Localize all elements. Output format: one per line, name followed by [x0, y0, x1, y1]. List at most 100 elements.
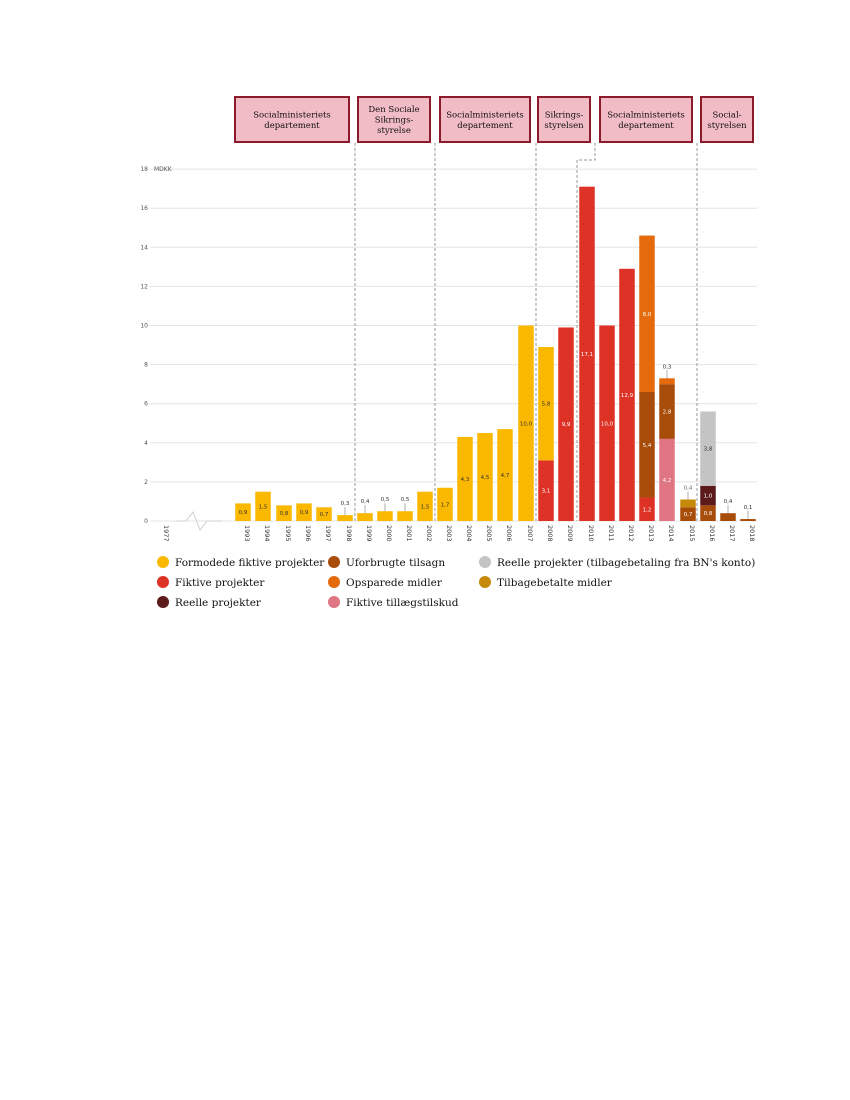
- y-tick-label: 0: [144, 518, 148, 525]
- x-tick-label: 1997: [324, 525, 332, 542]
- bar-uforbrugte-2014: [659, 384, 675, 439]
- bar-opsparede-2013: [639, 235, 655, 392]
- bar-formodede-2006: [497, 429, 513, 521]
- bar-formodede-1995: [276, 505, 292, 521]
- x-tick-label: 2006: [505, 525, 513, 542]
- x-tick-label: 1996: [304, 525, 312, 542]
- x-tick-label: 2003: [445, 525, 453, 542]
- legend-swatch: [328, 596, 340, 608]
- y-tick-label: 12: [140, 283, 148, 290]
- bar-formodede-2002: [417, 491, 433, 521]
- bar-fiktive-2013: [639, 497, 655, 521]
- legend-label: Fiktive tillægstilskud: [346, 597, 459, 609]
- bar-tilbagebetalte-2015: [680, 499, 696, 508]
- x-tick-label: 2005: [485, 525, 493, 542]
- data-label: 0,1: [744, 505, 753, 511]
- ministry-box: [700, 96, 754, 143]
- y-tick-label: 8: [144, 362, 148, 369]
- legend-swatch: [479, 576, 491, 588]
- x-tick-label: 2004: [465, 525, 473, 542]
- data-label: 0,4: [724, 499, 733, 505]
- data-label: 0,9: [239, 510, 248, 516]
- x-tick-label: 2000: [385, 525, 393, 542]
- data-label: 17,1: [581, 352, 593, 358]
- legend-label: Uforbrugte tilsagn: [346, 557, 445, 569]
- ministry-box: [599, 96, 693, 143]
- data-label: 3,1: [542, 489, 551, 495]
- bars: [235, 186, 756, 521]
- data-label: 0,3: [663, 364, 672, 370]
- bar-uforbrugte-2015: [680, 507, 696, 521]
- data-label: 0,4: [684, 485, 693, 491]
- x-tick-label: 2014: [667, 525, 675, 542]
- x-tick-label: 2016: [708, 525, 716, 542]
- data-label: 10,0: [601, 421, 614, 427]
- ministry-divider: [576, 143, 596, 521]
- data-label: 1,2: [643, 507, 652, 513]
- x-tick-label: 1994: [263, 525, 271, 542]
- axis-labels: 0 2 4 6 8 10 12 14 16 18 MDKK 1977 1993 1994 1995 1996 1…: [140, 166, 756, 541]
- x-tick-label: 2015: [688, 525, 696, 542]
- x-tick-label: 1995: [284, 525, 292, 542]
- y-tick-label: 16: [140, 205, 148, 212]
- data-label: 4,3: [461, 477, 470, 483]
- value-labels: 0,9 1,5 0,8 0,9 0,7 0,3 0,4 0,5 0,5 1,5 1,7 4,3 4,5 4…: [239, 312, 753, 520]
- x-tick-label: 2008: [546, 525, 554, 542]
- ministry-box: [537, 96, 591, 143]
- legend-swatch: [328, 576, 340, 588]
- data-label: 9,9: [562, 422, 571, 428]
- bar-opsparede-2014: [659, 378, 675, 385]
- data-label: 5,4: [643, 443, 652, 449]
- bar-fiktive-2011: [599, 325, 615, 521]
- data-label: 0,4: [361, 499, 370, 505]
- bar-formodede-2001: [397, 511, 413, 521]
- ministry-label: Socialministeriets: [446, 110, 524, 120]
- legend-label: Reelle projekter (tilbagebetaling fra BN…: [497, 557, 755, 569]
- bar-uforbrugte-2016: [700, 505, 716, 521]
- ministry-label: Socialministeriets: [253, 110, 331, 120]
- x-tick-label: 1993: [243, 525, 251, 542]
- y-tick-label: 6: [144, 401, 148, 408]
- bar-fiktive-2010: [579, 186, 595, 521]
- ministry-label: departement: [618, 121, 674, 131]
- legend-label: Opsparede midler: [346, 577, 443, 589]
- x-tick-label: 1999: [365, 525, 373, 542]
- ministry-label: styrelsen: [544, 121, 584, 131]
- y-tick-label: 14: [140, 244, 148, 251]
- bar-fiktive-2012: [619, 268, 635, 521]
- ministry-label: Den Sociale: [368, 105, 419, 115]
- bar-fiktive-2009: [558, 327, 574, 521]
- bar-formodede-1994: [255, 491, 271, 521]
- x-tick-label: 2013: [647, 525, 655, 542]
- bar-fiktive-2008: [538, 460, 554, 521]
- bar-formodede-2003: [437, 487, 453, 521]
- y-tick-label: 2: [144, 479, 148, 486]
- y-tick-label: 4: [144, 440, 148, 447]
- legend-label: Formodede fiktive projekter: [175, 557, 325, 569]
- ministry-box: [357, 96, 431, 143]
- y-tick-label: 18: [140, 166, 148, 173]
- bar-formodede-2000: [377, 511, 393, 521]
- data-label: 1,0: [704, 494, 713, 500]
- data-label: 1,7: [441, 502, 450, 508]
- x-tick-label: 2017: [728, 525, 736, 542]
- ministry-label: Sikrings-: [375, 116, 414, 126]
- data-label: 8,0: [643, 312, 652, 318]
- data-label: 4,2: [663, 478, 672, 484]
- legend-label: Reelle projekter: [175, 597, 262, 609]
- legend: Formodede fiktive projekter Uforbrugte ti…: [157, 556, 755, 609]
- ministry-label: departement: [457, 121, 513, 131]
- ministry-label: Sikrings-: [545, 110, 584, 120]
- x-tick-label: 2010: [587, 525, 595, 542]
- data-label: 2,8: [663, 410, 672, 416]
- ministry-label: departement: [264, 121, 320, 131]
- data-label: 0,3: [341, 501, 350, 507]
- x-tick-label: 2012: [627, 525, 635, 542]
- data-label: 4,7: [501, 473, 510, 479]
- legend-label: Tilbagebetalte midler: [497, 577, 613, 589]
- data-label: 0,7: [684, 512, 693, 518]
- data-label: 0,5: [381, 497, 390, 503]
- ministry-label: styrelsen: [707, 121, 747, 131]
